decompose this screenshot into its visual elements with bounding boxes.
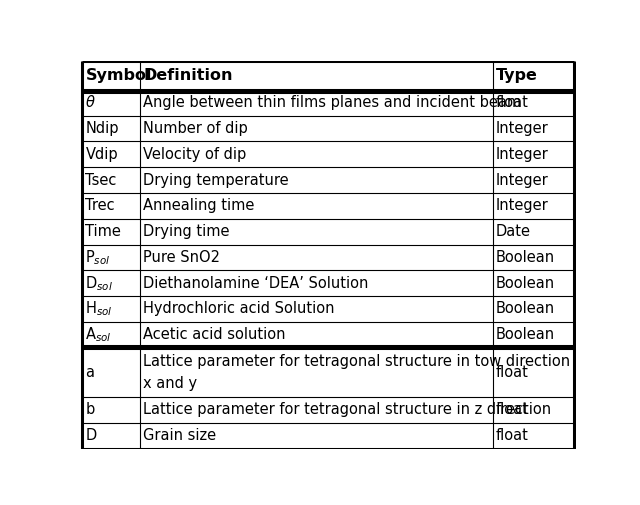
Text: A$_{sol}$: A$_{sol}$ [86,325,112,344]
Text: Lattice parameter for tetragonal structure in z direction: Lattice parameter for tetragonal structu… [143,402,552,418]
Text: Symbol: Symbol [86,68,152,83]
Text: Angle between thin films planes and incident beam: Angle between thin films planes and inci… [143,95,522,110]
Text: Drying time: Drying time [143,224,230,239]
Text: float: float [496,402,529,418]
Text: θ: θ [86,95,95,110]
Text: H$_{sol}$: H$_{sol}$ [86,299,113,318]
Text: Hydrochloric acid Solution: Hydrochloric acid Solution [143,301,335,317]
Text: b: b [86,402,95,418]
Text: Boolean: Boolean [496,250,555,265]
Text: Tsec: Tsec [86,173,117,187]
Text: x and y: x and y [143,376,198,391]
Text: Velocity of dip: Velocity of dip [143,147,246,162]
Text: Integer: Integer [496,121,548,136]
Text: Integer: Integer [496,198,548,213]
Text: Boolean: Boolean [496,301,555,317]
Text: P$_{sol}$: P$_{sol}$ [86,248,111,267]
Text: D$_{sol}$: D$_{sol}$ [86,274,113,292]
Text: Number of dip: Number of dip [143,121,248,136]
Text: Pure SnO2: Pure SnO2 [143,250,220,265]
Text: D: D [86,428,97,443]
Text: a: a [86,365,95,380]
Text: float: float [496,365,529,380]
Text: Date: Date [496,224,531,239]
Text: Integer: Integer [496,147,548,162]
Text: Trec: Trec [86,198,115,213]
Text: Ndip: Ndip [86,121,119,136]
Text: Definition: Definition [143,68,233,83]
Text: float: float [496,428,529,443]
Text: Annealing time: Annealing time [143,198,255,213]
Text: Grain size: Grain size [143,428,216,443]
Text: Diethanolamine ‘DEA’ Solution: Diethanolamine ‘DEA’ Solution [143,276,369,291]
Text: Drying temperature: Drying temperature [143,173,289,187]
Text: Integer: Integer [496,173,548,187]
Text: Type: Type [496,68,538,83]
Text: Acetic acid solution: Acetic acid solution [143,327,286,342]
Text: float: float [496,95,529,110]
Text: Boolean: Boolean [496,327,555,342]
Text: Vdip: Vdip [86,147,118,162]
Text: Boolean: Boolean [496,276,555,291]
Text: Lattice parameter for tetragonal structure in tow direction: Lattice parameter for tetragonal structu… [143,354,570,369]
Text: Time: Time [86,224,122,239]
